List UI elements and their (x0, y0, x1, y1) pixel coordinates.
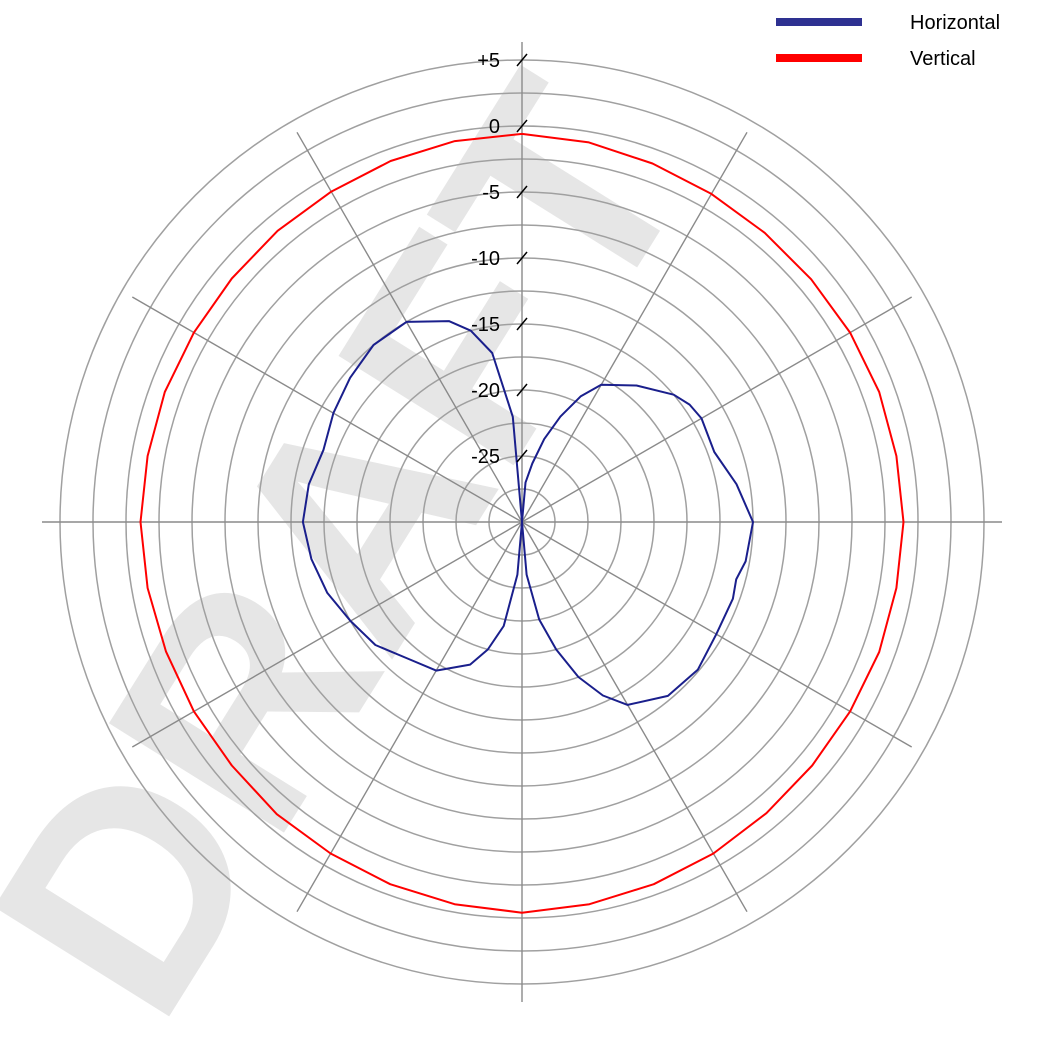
spoke-150 (521, 521, 748, 913)
radial-tick-label: 0 (489, 116, 500, 138)
spoke-240 (131, 521, 523, 748)
radial-tick-label: -5 (482, 182, 500, 204)
radial-tick-mark (516, 185, 528, 199)
radial-tick-mark (516, 317, 528, 331)
legend-label-vertical: Vertical (910, 48, 976, 70)
legend-swatch-horizontal (776, 18, 862, 26)
spoke-210 (296, 521, 523, 913)
series-line-horizontal (301, 320, 754, 706)
radial-tick-label: -25 (471, 446, 500, 468)
legend-swatch-vertical (776, 54, 862, 62)
radial-tick-label: -10 (471, 248, 500, 270)
series-line-vertical (139, 132, 905, 914)
spoke-60 (521, 296, 913, 523)
spoke-330 (296, 131, 523, 523)
spoke-300 (131, 296, 523, 523)
radial-tick-mark (516, 251, 528, 265)
radial-tick-label: -15 (471, 314, 500, 336)
radial-tick-mark (516, 53, 528, 67)
radial-tick-mark (516, 449, 528, 463)
radial-tick-mark (516, 383, 528, 397)
series-layer (139, 132, 905, 914)
radial-tick-labels: +5 0 -5 -10 -15 -20 -25 (471, 50, 528, 468)
radial-tick-label: -20 (471, 380, 500, 402)
legend-label-horizontal: Horizontal (910, 12, 1000, 34)
radial-tick-label: +5 (477, 50, 500, 72)
radial-tick-mark (516, 119, 528, 133)
spoke-30 (521, 131, 748, 523)
legend: Horizontal Vertical (776, 12, 1000, 70)
